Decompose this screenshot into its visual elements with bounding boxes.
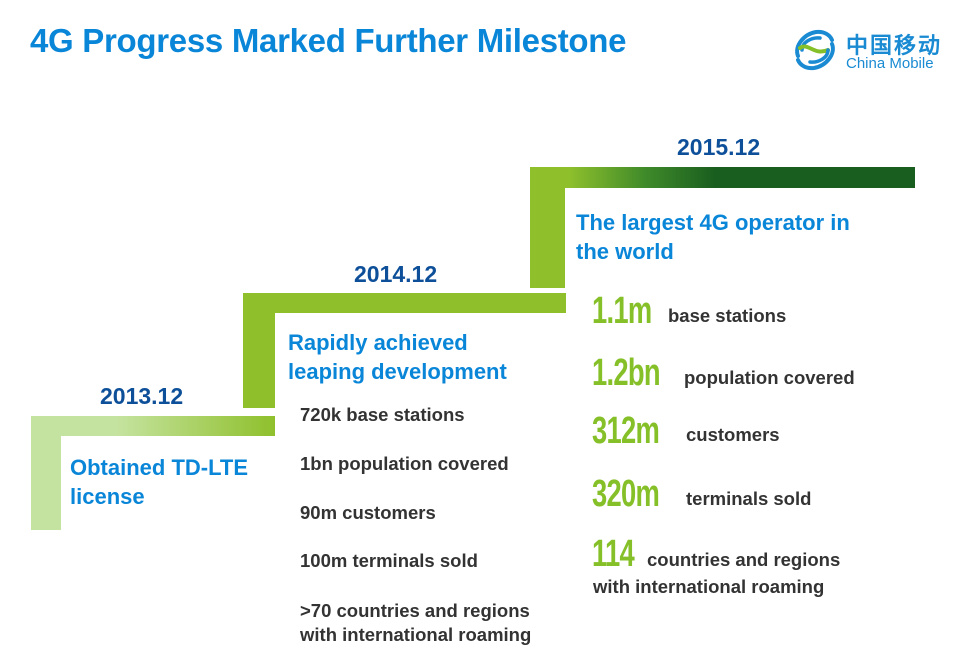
logo-english-name: China Mobile: [846, 55, 934, 72]
stat-terminals: 320m terminals sold: [592, 473, 811, 516]
stat-value: 320m: [592, 473, 660, 515]
stat-value: 312m: [592, 410, 660, 452]
page-title: 4G Progress Marked Further Milestone: [30, 22, 627, 59]
stat-label: population covered: [684, 367, 855, 388]
stat-value: 1.1m: [592, 290, 652, 332]
list-item: 1bn population covered: [300, 453, 509, 474]
milestone-date-2015: 2015.12: [677, 134, 761, 160]
china-mobile-logo: 中国移动 China Mobile: [790, 22, 950, 80]
milestone-2-headline: Rapidly achieved leaping development: [288, 330, 507, 384]
stat-base-stations: 1.1m base stations: [592, 290, 786, 333]
milestone-3-headline: The largest 4G operator in the world: [576, 210, 850, 264]
stat-label: terminals sold: [686, 488, 812, 509]
china-mobile-logo-icon: [795, 29, 835, 71]
milestone-1-headline: Obtained TD-LTE license: [70, 455, 249, 509]
stat-label: customers: [686, 424, 780, 445]
stat-customers: 312m customers: [592, 410, 780, 453]
step-3-horizontal-bar: [530, 167, 915, 188]
milestone-date-2013: 2013.12: [100, 383, 184, 409]
list-item: >70 countries and regions with internati…: [300, 600, 532, 645]
step-2-horizontal-bar: [243, 293, 566, 313]
logo-chinese-name: 中国移动: [846, 33, 943, 58]
list-item: 100m terminals sold: [300, 550, 478, 571]
stat-population: 1.2bn population covered: [592, 352, 855, 395]
stat-value: 114: [592, 533, 635, 575]
list-item: 720k base stations: [300, 404, 465, 425]
list-item: 90m customers: [300, 502, 436, 523]
stat-value: 1.2bn: [592, 352, 661, 394]
stat-roaming: 114 countries and regions with internati…: [592, 533, 840, 597]
stat-label: base stations: [668, 305, 787, 326]
stat-label: countries and regions: [647, 549, 841, 570]
stat-label-line2: with international roaming: [593, 576, 825, 597]
step-1-horizontal-bar: [31, 416, 275, 436]
milestone-date-2014: 2014.12: [354, 261, 438, 287]
